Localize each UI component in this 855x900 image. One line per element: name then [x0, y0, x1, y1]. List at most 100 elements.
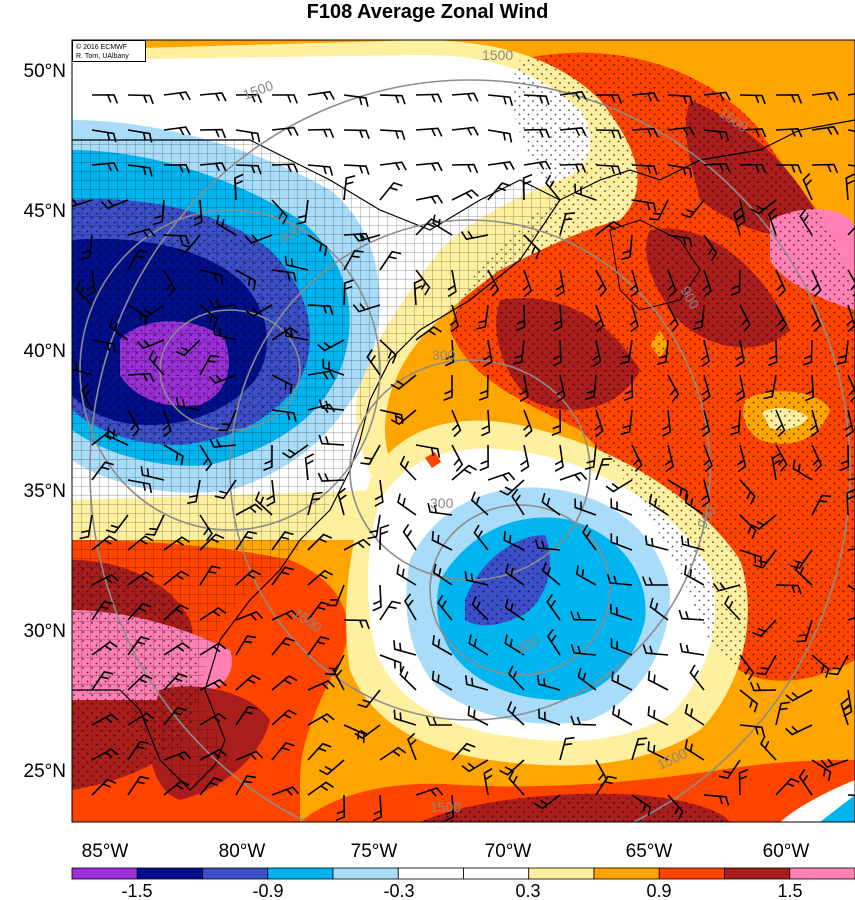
- wind-barb: [847, 269, 855, 297]
- wind-barb: [304, 453, 314, 481]
- wind-barb: [199, 607, 227, 621]
- colorbar-swatch: [528, 867, 595, 880]
- longitude-label: 70°W: [485, 841, 532, 862]
- wind-barb: [508, 665, 525, 691]
- wind-barb: [667, 94, 694, 106]
- colorbar: [71, 867, 855, 880]
- wind-barb: [700, 339, 711, 368]
- wind-barb: [367, 514, 381, 540]
- wind-barb: [235, 93, 263, 104]
- wind-barb: [451, 409, 462, 438]
- wind-barb: [739, 479, 756, 505]
- wind-barb: [836, 339, 849, 365]
- wind-barb: [667, 374, 680, 402]
- wind-barb: [307, 128, 335, 139]
- wind-barb: [718, 759, 741, 780]
- wind-barb: [432, 214, 453, 236]
- wind-barb: [153, 199, 165, 226]
- colorbar-swatch: [267, 867, 334, 880]
- wind-barb: [739, 128, 767, 138]
- wind-barb: [610, 498, 633, 516]
- colorbar-tick-label: -0.9: [252, 881, 283, 900]
- wind-barb: [464, 571, 489, 586]
- wind-barb: [802, 339, 813, 366]
- wind-barb: [809, 409, 820, 438]
- longitude-label: 80°W: [219, 841, 266, 862]
- wind-barb: [100, 199, 129, 210]
- wind-barb: [534, 539, 561, 551]
- wind-barb: [631, 444, 643, 472]
- wind-barb: [175, 339, 201, 357]
- wind-barb: [546, 594, 561, 621]
- wind-barb: [379, 129, 406, 141]
- wind-barb: [352, 303, 381, 313]
- wind-barb: [327, 584, 345, 607]
- contour-label: 300: [430, 495, 454, 511]
- wind-barb: [738, 768, 749, 796]
- wind-barb: [619, 339, 633, 365]
- wind-barb: [847, 584, 855, 592]
- wind-barb: [574, 183, 597, 201]
- wind-barb: [379, 250, 402, 271]
- wind-barb: [811, 304, 822, 333]
- wind-barb: [271, 741, 295, 761]
- wind-barb: [235, 635, 257, 656]
- wind-barb: [199, 92, 227, 102]
- wind-barb: [307, 569, 333, 586]
- wind-barb: [811, 654, 830, 679]
- wind-barb: [667, 794, 684, 820]
- wind-barb: [415, 444, 441, 458]
- wind-barb: [802, 172, 813, 201]
- wind-barb: [585, 374, 597, 401]
- wind-barb: [415, 326, 442, 341]
- wind-barb: [127, 602, 152, 621]
- wind-barb: [689, 664, 705, 691]
- wind-barb: [505, 563, 525, 586]
- wind-barb: [415, 218, 440, 236]
- wind-barb: [629, 269, 639, 298]
- wind-barb: [317, 339, 345, 352]
- wind-barb: [415, 162, 443, 172]
- wind-barb: [667, 164, 693, 178]
- wind-barb: [847, 226, 855, 236]
- wind-barb: [307, 679, 336, 691]
- wind-barb: [771, 453, 781, 481]
- wind-barb: [739, 514, 757, 540]
- wind-barb: [451, 189, 479, 201]
- wind-barb: [667, 479, 688, 501]
- wind-barb: [479, 444, 489, 472]
- wind-barb: [235, 503, 263, 516]
- wind-barb: [610, 638, 633, 656]
- wind-barb: [379, 524, 390, 551]
- wind-barb: [283, 327, 309, 341]
- shaded-field: [72, 40, 855, 822]
- wind-barb: [631, 164, 658, 175]
- wind-barb: [595, 775, 617, 796]
- wind-barb: [271, 531, 294, 551]
- wind-barb: [127, 228, 156, 238]
- wind-barb: [91, 748, 119, 761]
- wind-barb: [372, 794, 383, 822]
- wind-barb: [811, 759, 832, 781]
- wind-barb: [471, 595, 489, 621]
- wind-barb: [415, 787, 444, 797]
- wind-barb: [163, 234, 190, 245]
- wind-barb: [271, 786, 300, 796]
- wind-barb: [343, 94, 369, 107]
- wind-barb: [127, 479, 153, 493]
- wind-barb: [235, 164, 262, 175]
- wind-barb: [605, 479, 633, 493]
- wind-barb: [680, 535, 705, 551]
- wind-barb: [519, 374, 529, 402]
- wind-barb: [684, 493, 705, 516]
- wind-barb: [393, 709, 417, 726]
- wind-barb: [307, 636, 330, 656]
- wind-barb: [415, 93, 443, 103]
- wind-barb: [503, 531, 525, 551]
- wind-barb: [487, 161, 515, 171]
- wind-barb: [379, 339, 397, 364]
- wind-barb: [631, 794, 652, 817]
- wind-barb: [399, 455, 417, 481]
- wind-barb: [397, 493, 417, 516]
- wind-barb: [763, 374, 777, 400]
